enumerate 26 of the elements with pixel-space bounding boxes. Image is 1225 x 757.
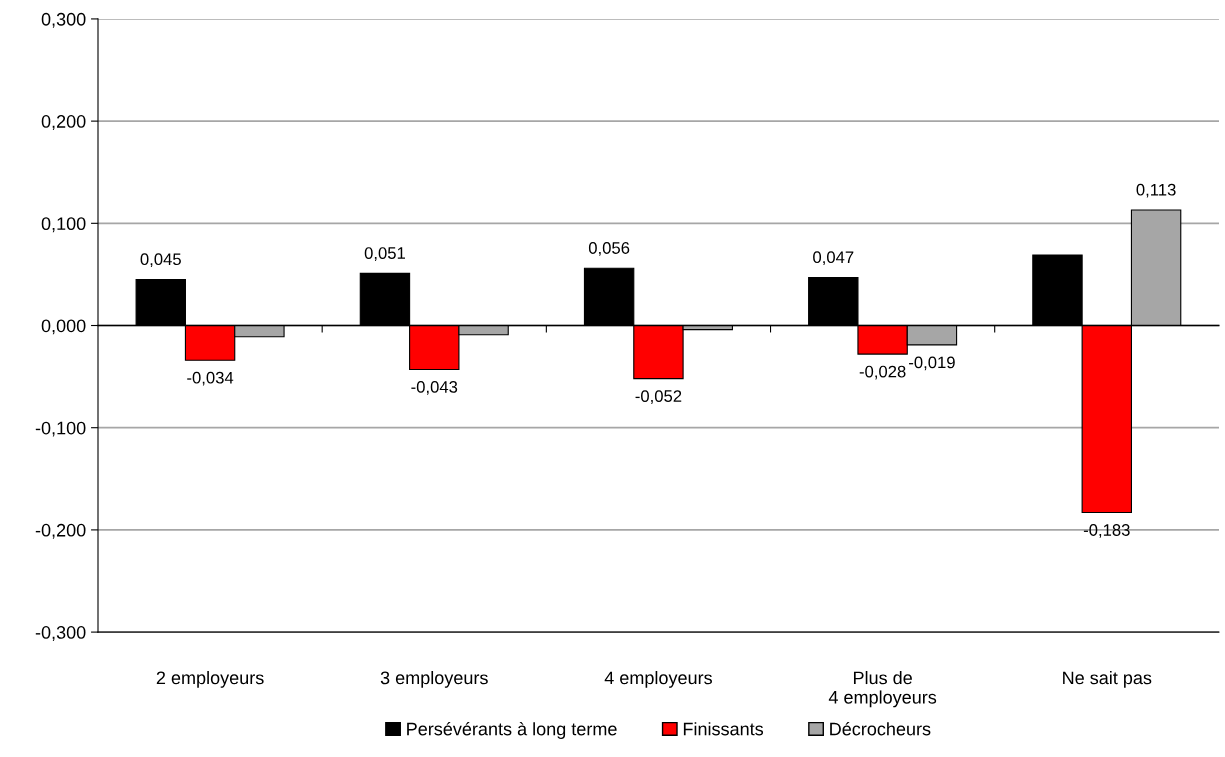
- legend-label: Finissants: [683, 722, 764, 736]
- y-tick-label: 0,100: [41, 217, 86, 233]
- data-label: -0,019: [909, 356, 955, 371]
- legend-label: Persévérants à long terme: [407, 721, 617, 739]
- y-tick-label: 0,000: [41, 319, 86, 335]
- y-tick-label: -0,300: [35, 626, 86, 641]
- x-tick-label: Ne sait pas: [1063, 670, 1152, 688]
- y-tick-label: 0,200: [41, 115, 86, 130]
- data-label: -0,043: [411, 381, 458, 395]
- legend-label: Décrocheurs: [830, 721, 931, 736]
- x-tick-label: Plus de 4 employeurs: [828, 670, 937, 708]
- x-tick-label: 4 employeurs: [604, 670, 712, 688]
- y-tick-label: -0,100: [35, 421, 86, 437]
- data-label: -0,028: [859, 365, 906, 380]
- x-tick-label: 3 employeurs: [380, 670, 488, 688]
- data-label: 0,045: [140, 253, 181, 268]
- data-label: 0,051: [364, 247, 405, 261]
- data-label: -0,052: [635, 390, 682, 404]
- x-tick-label: 2 employeurs: [156, 670, 264, 688]
- data-label: 0,113: [1136, 183, 1176, 198]
- data-label: -0,183: [1083, 524, 1130, 538]
- y-tick-label: -0,200: [35, 523, 86, 539]
- data-label: 0,047: [813, 251, 854, 266]
- data-label: -0,034: [187, 371, 234, 386]
- y-tick-label: 0,300: [41, 12, 86, 28]
- data-label: 0,056: [588, 242, 630, 256]
